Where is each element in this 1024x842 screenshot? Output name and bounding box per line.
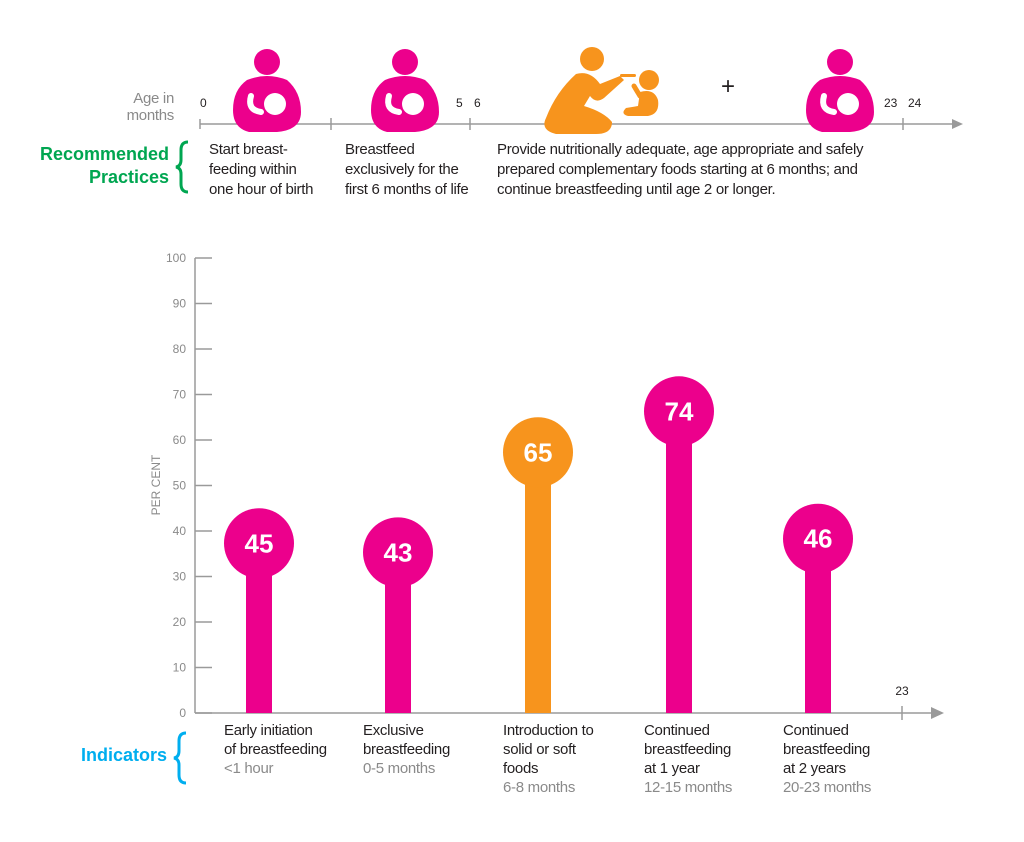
y-tick-label: 10 (173, 661, 187, 675)
plus-sign: + (721, 73, 735, 100)
category-label: Continued (783, 722, 849, 739)
breastfeeding-mother-icon (806, 49, 874, 132)
y-tick-label: 70 (173, 388, 187, 402)
indicators-brace-icon (173, 731, 187, 785)
category-label: Exclusive (363, 722, 424, 739)
category-age-label: <1 hour (224, 760, 273, 777)
practice-3-line3: continue breastfeeding until age 2 or lo… (497, 181, 775, 198)
x-axis-end-label: 23 (895, 684, 909, 698)
bar (666, 411, 692, 713)
bar-value-circle (644, 376, 714, 447)
practices-label-line1: Recommended (40, 144, 169, 164)
practice-1-line2: feeding within (209, 161, 297, 178)
age-tick-0: 0 (200, 96, 207, 110)
y-tick-label: 50 (173, 479, 187, 493)
y-tick-label: 60 (173, 433, 187, 447)
practice-2-line1: Breastfeed (345, 141, 415, 158)
feeding-child-icon (544, 47, 659, 134)
y-tick-label: 100 (166, 251, 186, 265)
x-axis-arrow-icon (931, 707, 944, 719)
practice-2-line3: first 6 months of life (345, 181, 468, 198)
practice-2-line2: exclusively for the (345, 161, 459, 178)
age-tick-5: 5 (456, 96, 463, 110)
category-label: Early initiation (224, 722, 313, 739)
age-label-line2: months (127, 107, 174, 124)
practice-3-line1: Provide nutritionally adequate, age appr… (497, 141, 864, 158)
category-label: breastfeeding (783, 741, 870, 758)
category-label: at 2 years (783, 760, 846, 777)
indicator-chart: PER CENT 23 0 10 20 30 40 50 60 70 80 90 100 45 43 6… (81, 251, 944, 796)
practices-label-line2: Practices (89, 167, 169, 187)
practice-3-line2: prepared complementary foods starting at… (497, 161, 858, 178)
category-label: breastfeeding (363, 741, 450, 758)
y-tick-label: 20 (173, 615, 187, 629)
practices-brace-icon (175, 140, 189, 194)
y-tick-label: 90 (173, 297, 187, 311)
category-label: Introduction to (503, 722, 594, 739)
age-label-line1: Age in (133, 90, 174, 107)
age-axis-arrow-icon (952, 119, 963, 129)
data-label: 43 (384, 537, 413, 567)
category-label: foods (503, 760, 538, 777)
y-tick-label: 30 (173, 570, 187, 584)
data-label: 45 (245, 528, 274, 558)
bar-value-circle (783, 503, 853, 574)
bar (525, 452, 551, 713)
age-tick-23: 23 (884, 96, 898, 110)
category-label: Continued (644, 722, 710, 739)
bar-value-circle (363, 517, 433, 588)
practice-1-line3: one hour of birth (209, 181, 313, 198)
category-label: at 1 year (644, 760, 700, 777)
y-tick-label: 40 (173, 524, 187, 538)
category-age-label: 6-8 months (503, 779, 575, 796)
practice-1-line1: Start breast- (209, 141, 288, 158)
category-label: breastfeeding (644, 741, 731, 758)
indicators-label: Indicators (81, 745, 167, 765)
category-label: of breastfeeding (224, 741, 327, 758)
category-age-label: 0-5 months (363, 760, 435, 777)
y-axis-label: PER CENT (149, 454, 163, 515)
bar-value-circle (224, 508, 294, 579)
category-age-label: 20-23 months (783, 779, 871, 796)
breastfeeding-mother-icon (233, 49, 301, 132)
data-label: 65 (524, 437, 553, 467)
data-label: 74 (665, 396, 694, 426)
y-tick-label: 80 (173, 342, 187, 356)
recommended-practices: Recommended Practices Start breast- feed… (40, 140, 864, 198)
category-age-label: 12-15 months (644, 779, 732, 796)
y-tick-label: 0 (179, 706, 186, 720)
category-label: solid or soft (503, 741, 577, 758)
bar-value-circle (503, 417, 573, 488)
breastfeeding-mother-icon (371, 49, 439, 132)
data-label: 46 (804, 524, 833, 554)
age-tick-6: 6 (474, 96, 481, 110)
age-tick-24: 24 (908, 96, 922, 110)
